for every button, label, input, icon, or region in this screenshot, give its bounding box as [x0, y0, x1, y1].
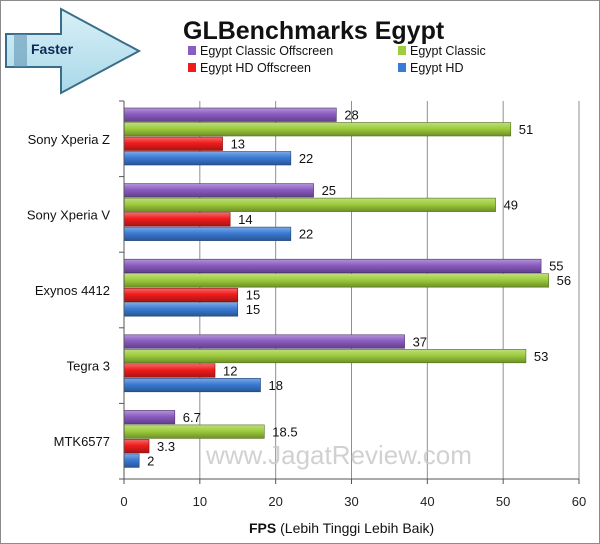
faster-label: Faster	[31, 41, 74, 57]
category-labels: Sony Xperia Z Sony Xperia V Exynos 4412 Teg…	[27, 132, 110, 449]
bar-1-4	[123, 151, 292, 166]
bar-5-4	[123, 453, 140, 468]
category-label-2: Sony Xperia V	[27, 207, 110, 222]
category-label-4: Tegra 3	[67, 359, 110, 374]
bar-3-2	[123, 273, 549, 288]
bar-5-3	[123, 439, 150, 454]
legend-swatch-1	[188, 46, 196, 55]
data-label-5-1: 6.7	[183, 410, 201, 425]
bar-5-1	[123, 410, 176, 425]
data-label-1-3: 13	[231, 137, 245, 152]
x-axis-label: FPS (Lebih Tinggi Lebih Baik)	[249, 520, 434, 536]
data-label-5-4: 2	[147, 453, 154, 468]
x-tick-label-30: 30	[344, 494, 358, 509]
category-label-3: Exynos 4412	[35, 283, 110, 298]
legend-swatch-2	[398, 46, 406, 55]
data-label-3-4: 15	[246, 302, 260, 317]
bar-4-2	[123, 348, 527, 364]
data-label-1-1: 28	[344, 108, 358, 123]
data-label-4-2: 53	[534, 349, 548, 364]
x-tick-label-20: 20	[268, 494, 282, 509]
bar-1-2	[123, 122, 512, 137]
x-tick-label-10: 10	[193, 494, 207, 509]
data-label-2-4: 22	[299, 227, 313, 242]
watermark: www.JagatReview.com	[205, 440, 472, 470]
legend-swatch-3	[188, 63, 196, 72]
bars	[123, 107, 549, 468]
bar-1-3	[123, 136, 223, 151]
chart-title: GLBenchmarks Egypt	[183, 17, 445, 45]
bar-3-1	[123, 258, 542, 274]
legend-entry-4: Egypt HD	[410, 61, 464, 75]
x-axis-label-unit: FPS	[249, 520, 276, 536]
plot-area: 0 10 20 30 40 50 60 Sony Xperia Z Sony Xperia V…	[27, 100, 586, 509]
bar-4-4	[123, 377, 261, 393]
bar-4-1	[123, 334, 405, 349]
axes	[119, 100, 580, 484]
bar-2-2	[123, 197, 496, 212]
data-label-5-3: 3.3	[157, 439, 175, 454]
data-label-3-3: 15	[246, 288, 260, 303]
bar-2-4	[123, 226, 292, 241]
legend: Egypt Classic Offscreen Egypt Classic Egyp…	[188, 44, 486, 75]
data-label-4-4: 18	[269, 378, 283, 393]
faster-badge: Faster	[5, 7, 142, 95]
bar-2-3	[123, 212, 231, 227]
data-label-2-2: 49	[504, 198, 518, 213]
x-tick-label-40: 40	[420, 494, 434, 509]
legend-swatch-4	[398, 63, 406, 72]
data-label-1-2: 51	[519, 122, 533, 137]
data-label-1-4: 22	[299, 151, 313, 166]
x-tick-label-50: 50	[496, 494, 510, 509]
data-label-3-2: 56	[557, 273, 571, 288]
faster-label-box	[14, 34, 27, 67]
x-tick-labels: 0 10 20 30 40 50 60	[120, 494, 586, 509]
data-label-2-3: 14	[238, 212, 252, 227]
data-label-4-1: 37	[413, 334, 427, 349]
bar-3-3	[123, 287, 239, 303]
legend-entry-1: Egypt Classic Offscreen	[200, 44, 333, 58]
legend-entry-3: Egypt HD Offscreen	[200, 61, 311, 75]
x-axis-label-note: (Lebih Tinggi Lebih Baik)	[276, 520, 434, 536]
x-tick-label-60: 60	[572, 494, 586, 509]
bar-5-2	[123, 424, 265, 439]
data-label-5-2: 18.5	[272, 424, 297, 439]
category-label-5: MTK6577	[54, 434, 110, 449]
x-tick-label-0: 0	[120, 494, 127, 509]
category-label-1: Sony Xperia Z	[28, 132, 110, 147]
bar-4-3	[123, 363, 216, 378]
legend-entry-2: Egypt Classic	[410, 44, 486, 58]
bar-1-1	[123, 107, 337, 122]
data-label-3-1: 55	[549, 259, 563, 274]
bar-3-4	[123, 302, 239, 317]
data-label-4-3: 12	[223, 363, 237, 378]
bar-2-1	[123, 183, 314, 198]
data-label-2-1: 25	[322, 183, 336, 198]
